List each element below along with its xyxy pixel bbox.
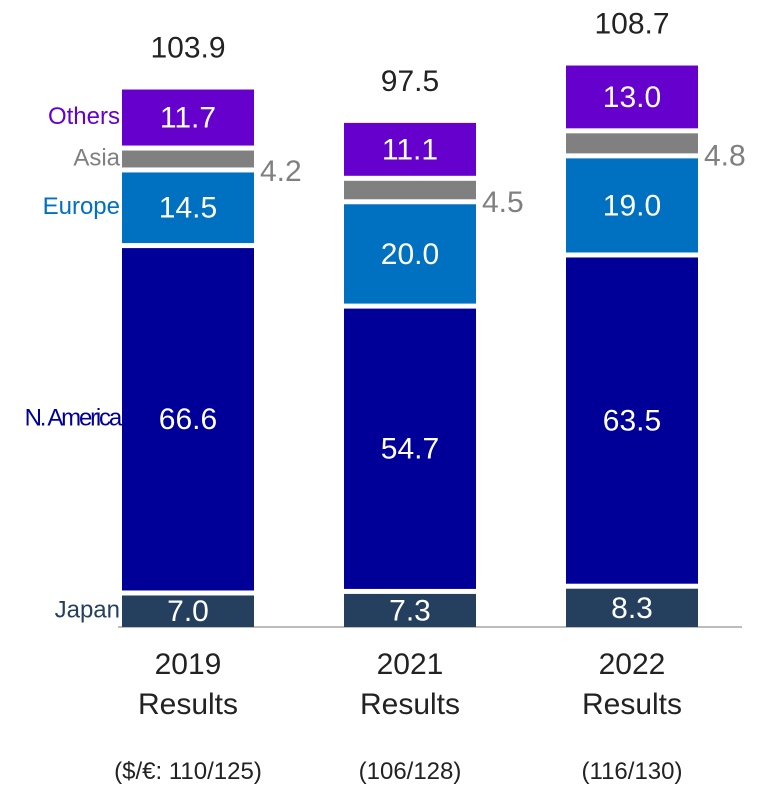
value-label: 63.5 [603, 405, 661, 438]
total-label: 108.7 [594, 7, 669, 40]
exchange-rate-note: (116/130) [581, 758, 683, 785]
value-label: 7.0 [167, 595, 209, 628]
legend-label: Japan [55, 597, 120, 624]
bar-segment [344, 204, 476, 304]
exchange-rate-note: ($/€: 110/125) [114, 758, 262, 785]
legend-label: N. America [25, 405, 123, 432]
value-label: 4.2 [260, 155, 302, 188]
bar-segment [566, 257, 698, 584]
value-label: 7.3 [389, 594, 431, 627]
bar-segment [566, 158, 698, 253]
value-label: 4.8 [704, 139, 746, 172]
total-label: 97.5 [381, 65, 439, 98]
value-label: 13.0 [603, 81, 661, 114]
x-tick-label: 2022 Results [581, 648, 683, 721]
exchange-rate-note: (106/128) [358, 758, 462, 785]
value-label: 11.1 [382, 133, 438, 166]
x-tick-label: 2019 Results [137, 648, 239, 721]
bar-segment [122, 248, 254, 591]
bar-segment [566, 65, 698, 129]
bar-segment [566, 133, 698, 154]
value-label: 20.0 [381, 238, 439, 271]
value-label: 66.6 [159, 403, 217, 436]
bar-segment [344, 122, 476, 176]
bar-segment [566, 588, 698, 627]
value-label: 19.0 [603, 189, 661, 222]
bar-segment [344, 593, 476, 627]
bar-segment [122, 595, 254, 627]
legend-label: Others [48, 103, 120, 130]
legend-label: Asia [73, 144, 120, 171]
value-label: 54.7 [381, 433, 439, 466]
x-tick-label: 2021 Results [359, 648, 461, 721]
bar-segment [344, 308, 476, 589]
total-label: 103.9 [150, 31, 225, 64]
value-label: 14.5 [159, 192, 217, 225]
value-label: 11.7 [160, 101, 216, 134]
value-label: 8.3 [611, 592, 653, 625]
bar-segment [122, 89, 254, 146]
legend-label: Europe [43, 193, 120, 220]
value-label: 4.5 [482, 186, 524, 219]
bar-segment [122, 150, 254, 168]
bar-segment [122, 172, 254, 244]
bar-segment [344, 180, 476, 200]
